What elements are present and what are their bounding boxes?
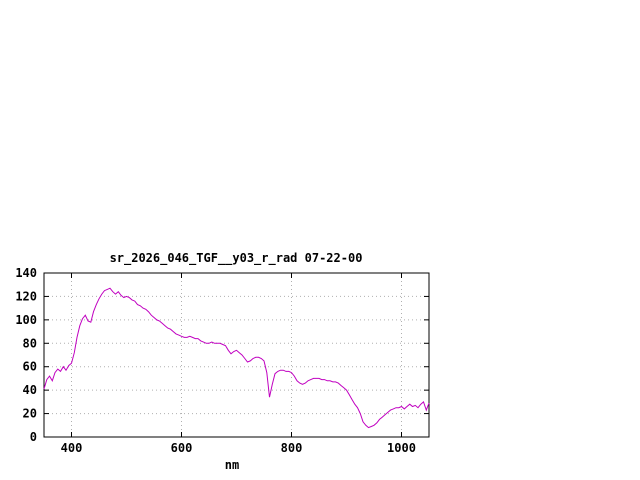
x-tick-label: 800 <box>281 441 303 455</box>
grid-lines <box>44 272 429 438</box>
y-tick-label: 120 <box>15 289 37 303</box>
tick-marks <box>44 272 429 438</box>
x-tick-label: 1000 <box>387 441 416 455</box>
tick-labels: 400 600 800 1000 0 20 40 60 80 100 120 140 <box>15 266 416 455</box>
x-axis-label: nm <box>225 458 239 472</box>
data-series-line <box>43 287 430 429</box>
y-tick-label: 100 <box>15 313 37 327</box>
x-tick-label: 400 <box>61 441 83 455</box>
y-tick-label: 40 <box>23 383 37 397</box>
y-tick-label: 60 <box>23 360 37 374</box>
x-tick-label: 600 <box>171 441 193 455</box>
chart-title: sr_2026_046_TGF__y03_r_rad 07-22-00 <box>110 251 363 266</box>
radiance-curve <box>43 287 430 429</box>
y-tick-label: 80 <box>23 336 37 350</box>
y-tick-label: 140 <box>15 266 37 280</box>
plot-border <box>43 272 430 438</box>
y-tick-label: 20 <box>23 407 37 421</box>
y-tick-label: 0 <box>30 430 37 444</box>
